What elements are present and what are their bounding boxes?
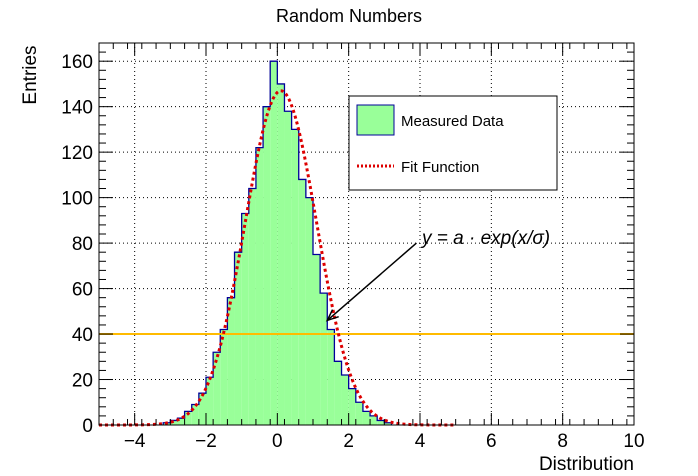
histogram-bar	[320, 293, 328, 425]
x-tick-label: −2	[195, 431, 217, 452]
y-tick-label: 80	[72, 234, 93, 255]
y-tick-label: 0	[82, 416, 93, 437]
histogram-bar	[213, 352, 221, 425]
histogram-bar	[270, 61, 278, 425]
y-tick-label: 160	[61, 52, 93, 73]
histogram-bar	[355, 402, 363, 425]
histogram-bar	[184, 411, 192, 425]
chart-title: Random Numbers	[276, 6, 422, 26]
histogram-bar	[341, 374, 349, 425]
y-tick-label: 100	[61, 189, 93, 210]
y-tick-label: 140	[61, 98, 93, 119]
histogram-bar	[370, 415, 378, 425]
histogram-bar	[263, 106, 271, 426]
histogram-bar	[177, 418, 185, 425]
x-axis-title: Distribution	[539, 454, 634, 475]
histogram-bar	[248, 188, 256, 425]
histogram-bar	[348, 388, 356, 425]
histogram-bar	[206, 377, 214, 425]
y-tick-label: 120	[61, 143, 93, 164]
y-axis-title: Entries	[20, 45, 41, 104]
annotation-arrow	[326, 242, 417, 321]
histogram-bar	[220, 329, 228, 425]
y-tick-label: 20	[72, 371, 93, 392]
x-tick-label: −4	[124, 431, 146, 452]
histogram-bar	[234, 252, 242, 425]
histogram-bar	[334, 361, 342, 425]
histogram-bar	[298, 179, 306, 425]
histogram-bar	[284, 111, 292, 425]
y-tick-label: 40	[72, 325, 93, 346]
histogram-bar	[227, 297, 235, 425]
histogram-bar	[362, 411, 371, 425]
histogram-bar	[377, 420, 385, 425]
legend-label-fit: Fit Function	[401, 159, 479, 176]
histogram-bar	[313, 254, 321, 425]
histogram-bar	[198, 393, 206, 425]
histogram-bar	[241, 213, 249, 425]
y-tick-label: 60	[72, 280, 93, 301]
formula-annotation: y = a · exp(x/σ)	[420, 228, 550, 249]
x-tick-label: 10	[623, 431, 644, 452]
legend-label-measured: Measured Data	[401, 113, 504, 130]
x-tick-label: 2	[343, 431, 354, 452]
histogram-bar	[384, 422, 392, 425]
fit-curve	[99, 89, 456, 427]
x-tick-label: 0	[272, 431, 283, 452]
histogram-bar	[277, 83, 285, 425]
legend: Measured Data Fit Function	[348, 95, 558, 191]
histogram-bar	[255, 147, 264, 425]
annotation-arrowhead	[325, 309, 339, 322]
x-tick-label: 6	[486, 431, 497, 452]
histogram-bar	[327, 329, 335, 425]
histogram-bar	[291, 129, 299, 425]
x-tick-label: 4	[415, 431, 426, 452]
histogram-bar	[191, 404, 199, 425]
legend-swatch-measured	[356, 104, 395, 136]
histogram-bar	[305, 197, 313, 425]
x-tick-label: 8	[557, 431, 568, 452]
